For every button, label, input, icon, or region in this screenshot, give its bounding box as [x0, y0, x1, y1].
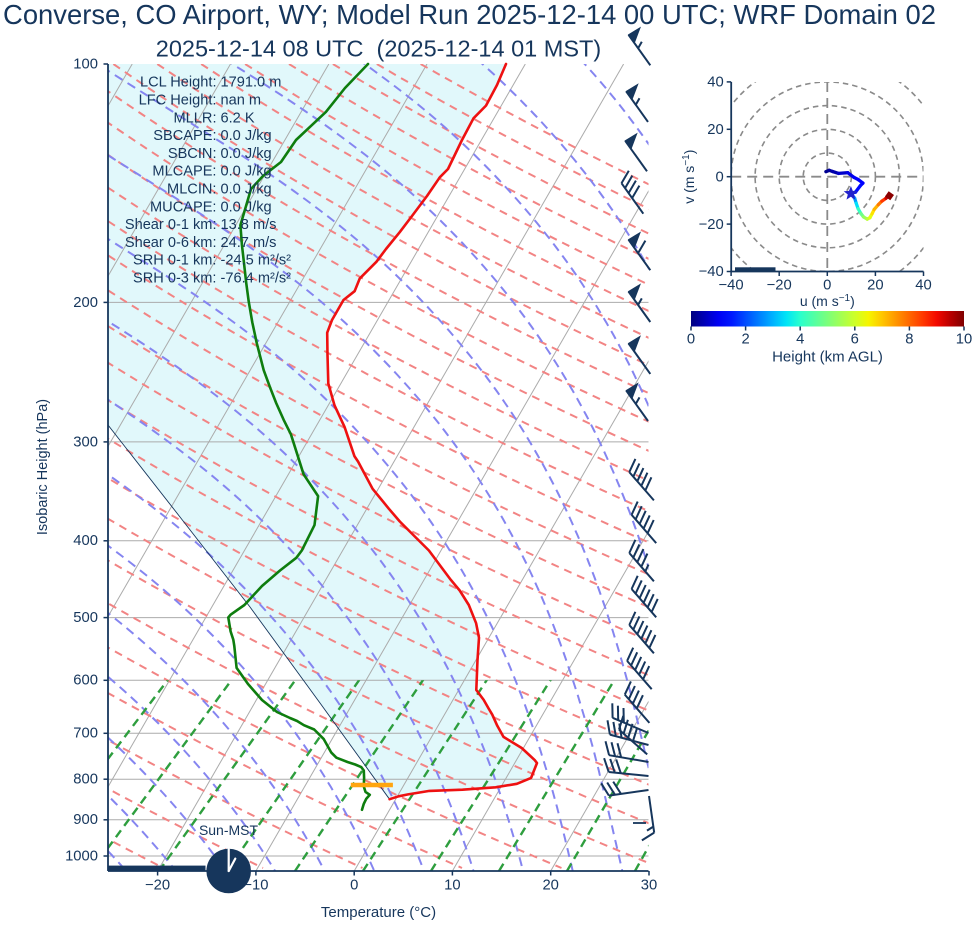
svg-text:SRH 0-1 km:: SRH 0-1 km:: [133, 253, 217, 269]
svg-text:20: 20: [707, 122, 723, 138]
svg-text:24.7 m/s: 24.7 m/s: [221, 235, 277, 251]
svg-text:4: 4: [796, 332, 804, 348]
svg-text:-24.5 m²/s²: -24.5 m²/s²: [221, 253, 292, 269]
svg-text:nan m: nan m: [221, 93, 262, 109]
svg-text:40: 40: [707, 75, 723, 91]
svg-text:600: 600: [73, 673, 98, 689]
svg-text:LFC Height:: LFC Height:: [139, 93, 217, 109]
svg-text:0.0 J/kg: 0.0 J/kg: [221, 164, 272, 180]
svg-text:0.0 J/kg: 0.0 J/kg: [221, 199, 272, 215]
svg-text:MLLR:: MLLR:: [174, 110, 217, 126]
svg-text:0: 0: [715, 169, 723, 185]
svg-text:500: 500: [73, 610, 98, 626]
svg-text:40: 40: [915, 278, 931, 294]
svg-text:0.0 J/kg: 0.0 J/kg: [221, 182, 272, 198]
svg-text:6.2 K: 6.2 K: [221, 110, 255, 126]
svg-text:Shear 0-1 km:: Shear 0-1 km:: [125, 217, 217, 233]
svg-text:SBCIN:: SBCIN:: [168, 146, 217, 162]
svg-text:Sun-MST: Sun-MST: [199, 822, 259, 838]
svg-text:2: 2: [741, 332, 749, 348]
svg-text:2025-12-14 08 UTC (2025-12-14: 2025-12-14 08 UTC (2025-12-14 01 MST): [156, 36, 601, 62]
svg-text:0.0 J/kg: 0.0 J/kg: [221, 128, 272, 144]
svg-text:Converse, CO Airport, WY; Mode: Converse, CO Airport, WY; Model Run 2025…: [3, 0, 936, 30]
svg-text:Height (km AGL): Height (km AGL): [772, 349, 883, 366]
svg-text:1000: 1000: [65, 848, 98, 864]
svg-text:SBCAPE:: SBCAPE:: [153, 128, 216, 144]
svg-text:−20: −20: [145, 878, 170, 894]
svg-text:8: 8: [905, 332, 913, 348]
svg-text:100: 100: [73, 56, 98, 72]
svg-text:MUCAPE:: MUCAPE:: [150, 199, 217, 215]
svg-text:20: 20: [542, 878, 558, 894]
svg-text:400: 400: [73, 533, 98, 549]
svg-text:300: 300: [73, 434, 98, 450]
svg-text:-76.4 m²/s²: -76.4 m²/s²: [221, 271, 292, 287]
svg-text:13.8 m/s: 13.8 m/s: [221, 217, 277, 233]
svg-text:Temperature (°C): Temperature (°C): [321, 904, 436, 921]
svg-text:900: 900: [73, 812, 98, 828]
svg-text:−20: −20: [699, 217, 724, 233]
svg-text:Isobaric Height (hPa): Isobaric Height (hPa): [35, 399, 51, 535]
svg-text:0: 0: [350, 878, 358, 894]
svg-text:20: 20: [867, 278, 883, 294]
svg-text:−40: −40: [699, 264, 724, 280]
svg-text:10: 10: [444, 878, 460, 894]
svg-text:200: 200: [73, 295, 98, 311]
svg-text:−40: −40: [719, 278, 744, 294]
svg-text:0: 0: [687, 332, 695, 348]
svg-text:700: 700: [73, 726, 98, 742]
svg-text:MLCIN:: MLCIN:: [167, 182, 216, 198]
svg-text:1791.0 m: 1791.0 m: [221, 75, 282, 91]
svg-text:10: 10: [956, 332, 972, 348]
svg-text:Shear 0-6 km:: Shear 0-6 km:: [125, 235, 217, 251]
svg-text:0.0 J/kg: 0.0 J/kg: [221, 146, 272, 162]
svg-text:SRH 0-3 km:: SRH 0-3 km:: [133, 271, 217, 287]
svg-text:−20: −20: [767, 278, 792, 294]
svg-text:LCL Height:: LCL Height:: [140, 75, 217, 91]
svg-text:MLCAPE:: MLCAPE:: [152, 164, 216, 180]
svg-text:800: 800: [73, 772, 98, 788]
svg-text:30: 30: [641, 878, 657, 894]
svg-text:−10: −10: [243, 878, 268, 894]
svg-text:0: 0: [823, 278, 831, 294]
svg-text:6: 6: [851, 332, 859, 348]
